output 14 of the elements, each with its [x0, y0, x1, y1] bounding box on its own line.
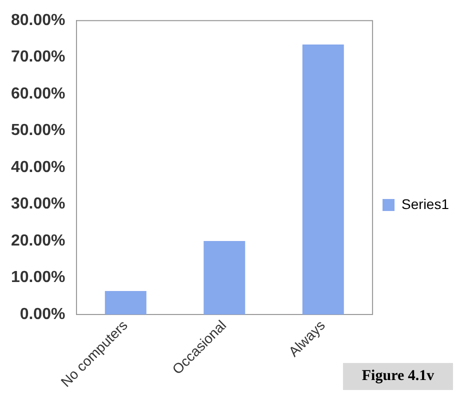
bar	[302, 44, 344, 314]
caption: Figure 4.1v	[343, 363, 453, 390]
y-tick-label: 80.00%	[11, 12, 66, 30]
y-tick-label: 0.00%	[20, 306, 66, 323]
y-tick-label: 70.00%	[11, 48, 66, 66]
bar	[104, 290, 146, 314]
bar	[204, 241, 246, 314]
y-tick-label: 40.00%	[11, 158, 66, 176]
y-tick-label: 60.00%	[11, 85, 66, 102]
y-tick-label: 50.00%	[11, 122, 66, 140]
y-tick-label: 10.00%	[11, 269, 66, 286]
y-tick-label: 20.00%	[11, 232, 66, 250]
legend-label: Series1	[402, 196, 450, 212]
y-tick-label: 30.00%	[11, 196, 66, 213]
